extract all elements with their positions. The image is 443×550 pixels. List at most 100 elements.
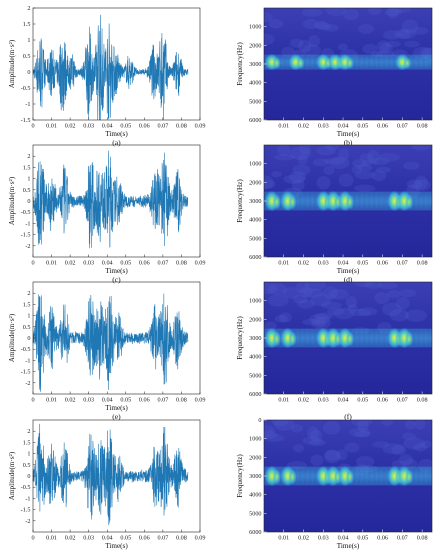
spectrogram-texture [291, 179, 305, 191]
y-tick-label: 1 [27, 451, 30, 458]
y-tick-label: 1 [27, 313, 30, 320]
spectrogram-texture [311, 316, 331, 330]
x-tick-label: 0.08 [417, 123, 428, 130]
y-tick-label: 1 [27, 37, 30, 44]
spectrogram-texture [278, 312, 292, 323]
spectrogram-texture [382, 302, 402, 316]
x-tick-label: 0.08 [176, 397, 187, 404]
y-tick-label: 3000 [249, 473, 261, 480]
y-tick-label: 2 [27, 153, 30, 160]
spectrogram-panel-h: 0.01 0.02 0.03 0.04 0.05 0.06 0.07 0.08 0 1000 200… [236, 417, 433, 550]
spectrogram-texture [357, 164, 373, 172]
spectrogram-texture [382, 443, 404, 455]
hotspot [288, 469, 297, 485]
spectrogram-texture [411, 145, 432, 151]
band-texture [427, 467, 432, 485]
spectrogram-texture [383, 30, 402, 40]
spectrogram-texture [286, 461, 307, 469]
x-tick-label: 0.07 [397, 397, 408, 404]
band-texture [427, 192, 432, 210]
spectrogram-texture [264, 12, 273, 23]
y-axis-label: Amplitude(m·s²) [8, 176, 16, 225]
panel-caption: (e) [112, 412, 121, 421]
y-tick-label: -2 [25, 243, 30, 250]
spectrogram-texture [377, 282, 398, 289]
spectrogram-texture [357, 420, 369, 433]
spectrogram-texture [264, 33, 275, 45]
x-tick-label: 0.02 [298, 123, 309, 130]
spectrogram-texture [412, 27, 429, 35]
spectrogram-texture [281, 46, 296, 58]
spectrogram-texture [267, 283, 287, 296]
spectrogram-texture [310, 293, 332, 307]
y-axis-label: Frequency(Hz) [236, 42, 244, 86]
hotspot [288, 194, 297, 210]
x-tick-label: 0.03 [83, 535, 94, 542]
x-tick-label: 0 [31, 123, 34, 130]
hotspot [296, 57, 305, 70]
x-tick-label: 0.07 [157, 123, 168, 130]
y-tick-label: 0.5 [23, 187, 31, 194]
waveform-panel-e: 0 0.01 0.02 0.03 0.04 0.05 0.06 0.07 0.08 0.09 -2 -… [8, 281, 205, 421]
x-tick-label: 0.02 [65, 397, 76, 404]
x-axis-label: Time(s) [105, 404, 128, 412]
x-tick-label: 0.04 [338, 123, 349, 130]
spectrogram-texture [387, 8, 399, 19]
spectrogram-texture [309, 439, 326, 447]
y-tick-label: 1.5 [23, 439, 31, 446]
spectrogram-texture [354, 170, 375, 180]
band-texture [427, 55, 432, 69]
spectrogram-texture [336, 449, 348, 461]
x-tick-label: 0.08 [417, 397, 428, 404]
signal-line [32, 423, 189, 526]
spectrogram-texture [316, 176, 331, 190]
x-tick-label: 0.09 [195, 123, 206, 130]
spectrogram-texture [413, 179, 431, 191]
spectrogram-texture [309, 313, 331, 325]
y-tick-label: 1000 [249, 24, 261, 31]
spectrogram-texture [314, 20, 328, 30]
x-tick-label: 0.08 [176, 535, 187, 542]
hotspot [272, 194, 281, 210]
y-tick-label: 5000 [249, 510, 261, 517]
spectrogram-texture [297, 299, 315, 309]
y-tick-label: -2 [25, 518, 30, 525]
x-tick-label: 0.04 [338, 535, 349, 542]
y-tick-label: 6000 [249, 117, 261, 124]
x-tick-label: 0.03 [83, 397, 94, 404]
spectrogram-texture [314, 312, 334, 320]
spectrogram-texture [414, 175, 428, 190]
spectrogram-image [264, 282, 432, 394]
spectrogram-texture [389, 309, 409, 322]
x-tick-label: 0.04 [338, 397, 349, 404]
x-tick-label: 0.05 [357, 260, 368, 267]
y-axis-label: Frequency(Hz) [236, 179, 244, 223]
y-axis-label: Amplitude(m·s²) [8, 39, 16, 88]
band-texture [427, 329, 432, 347]
signal-line [32, 150, 189, 249]
y-tick-label: 4000 [249, 217, 261, 224]
y-tick-label: 0 [27, 335, 30, 342]
spectrogram-texture [376, 40, 390, 53]
x-tick-label: 0.07 [397, 535, 408, 542]
spectrogram-texture [264, 433, 284, 443]
spectrogram-texture [349, 308, 371, 317]
panel-caption: (b) [344, 138, 353, 147]
spectrogram-texture [328, 289, 349, 300]
spectrogram-texture [302, 18, 319, 30]
spectrogram-texture [264, 425, 275, 438]
y-tick-label: -0.5 [21, 484, 31, 491]
x-tick-label: 0.01 [278, 260, 289, 267]
y-tick-label: 2000 [249, 316, 261, 323]
y-tick-label: 4000 [249, 80, 261, 87]
x-tick-label: 0.02 [65, 535, 76, 542]
x-tick-label: 0.01 [46, 535, 57, 542]
x-tick-label: 0.06 [377, 397, 388, 404]
y-tick-label: -0.5 [21, 346, 31, 353]
x-tick-label: 0.06 [377, 535, 388, 542]
x-tick-label: 0.03 [318, 535, 329, 542]
spectrogram-texture [352, 159, 368, 168]
spectrogram-texture [403, 437, 426, 450]
y-tick-label: 3000 [249, 335, 261, 342]
hotspot [346, 194, 355, 210]
